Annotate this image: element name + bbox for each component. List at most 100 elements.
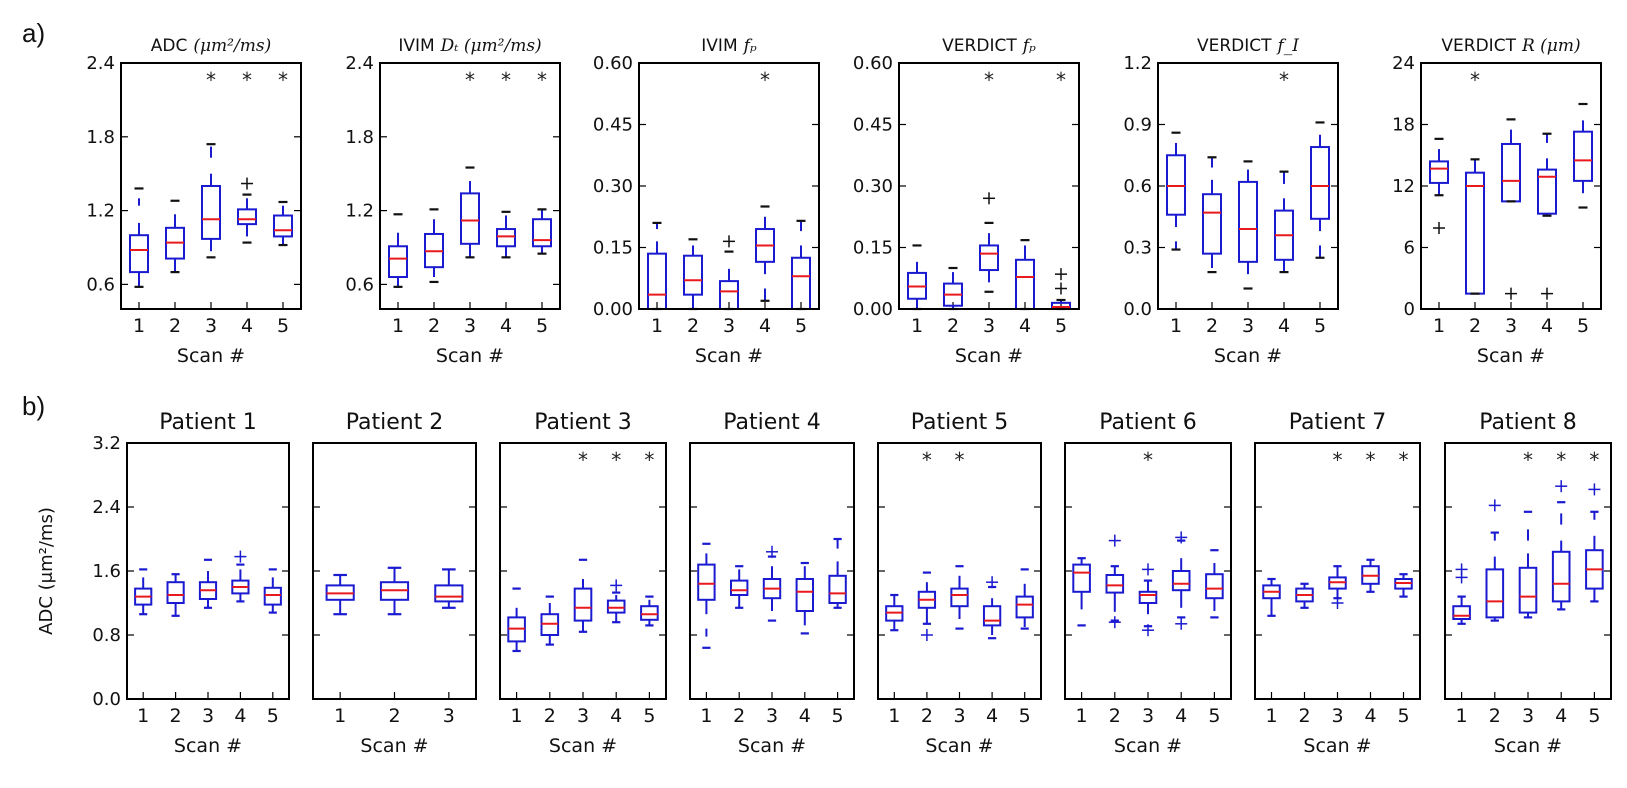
box-iqr — [388, 245, 408, 279]
x-tick-label: 3 — [577, 705, 589, 727]
x-tick-label: 4 — [1019, 315, 1031, 337]
axes-frame — [1254, 442, 1421, 700]
box-iqr — [1171, 570, 1191, 592]
box-group: * — [979, 68, 999, 293]
box-group — [647, 221, 667, 311]
box-group: * — [496, 68, 516, 259]
chart-a-ivim-fp: IVIM fₚ 0.00 0.15 0.30 0.45 0.60 1 2 3 4 5 Scan # * — [593, 36, 820, 367]
box-group — [379, 566, 410, 616]
x-tick-label: 1 — [334, 705, 346, 727]
y-tick-label: 2.4 — [92, 497, 121, 518]
x-tick-label: 1 — [700, 705, 712, 727]
box-group — [540, 595, 560, 646]
significance-marker: * — [1470, 68, 1480, 92]
x-tick-label: 1 — [1456, 705, 1468, 727]
box-iqr — [730, 579, 749, 596]
box-iqr — [496, 228, 516, 248]
box-group — [1171, 531, 1191, 630]
x-tick-label: 2 — [1469, 315, 1481, 337]
x-tick-label: 4 — [241, 315, 253, 337]
box-group: * — [1361, 448, 1380, 593]
box-iqr — [1465, 171, 1485, 295]
axes-frame — [379, 62, 561, 310]
x-tick-label: 4 — [799, 705, 811, 727]
x-tick-label: 5 — [1577, 315, 1589, 337]
box-group — [1310, 121, 1330, 259]
significance-marker: * — [760, 68, 770, 92]
x-tick-label: 5 — [536, 315, 548, 337]
x-axis-label: Scan # — [1494, 735, 1562, 757]
x-tick-label: 2 — [1489, 705, 1501, 727]
box-iqr — [166, 581, 185, 605]
x-tick-label: 2 — [921, 705, 933, 727]
significance-marker: * — [1143, 448, 1153, 472]
axes-frame — [120, 62, 302, 310]
chart-title-text: Patient 7 — [1289, 410, 1387, 435]
chart-b-p1: Patient 1 0.0 0.8 1.6 2.4 3.2 1 2 3 4 5 Scan # ADC (… — [36, 410, 290, 757]
y-axis-label: ADC (μm²/ms) — [36, 507, 57, 635]
x-tick-label: 2 — [947, 315, 959, 337]
box-iqr — [647, 252, 667, 310]
y-tick-label: 0.45 — [853, 115, 893, 136]
x-tick-label: 2 — [169, 315, 181, 337]
x-axis-label: Scan # — [436, 345, 504, 367]
x-tick-label: 1 — [1170, 315, 1182, 337]
x-tick-label: 3 — [983, 315, 995, 337]
y-tick-label: 12 — [1392, 176, 1415, 197]
box-iqr — [1518, 566, 1538, 614]
significance-marker: * — [1589, 448, 1599, 472]
y-tick-label: 2.4 — [345, 53, 374, 74]
y-tick-label: 1.8 — [345, 127, 374, 148]
x-tick-label: 4 — [1555, 705, 1567, 727]
x-tick-label: 2 — [1109, 705, 1121, 727]
box-group — [1105, 534, 1125, 629]
x-tick-label: 2 — [687, 315, 699, 337]
box-group: * — [1465, 68, 1485, 295]
y-tick-label: 0.8 — [92, 625, 121, 646]
chart-title: ADC (μm²/ms) — [151, 36, 271, 56]
box-iqr — [950, 587, 969, 608]
x-tick-label: 2 — [170, 705, 182, 727]
x-tick-label: 3 — [1331, 705, 1343, 727]
x-tick-label: 1 — [1265, 705, 1277, 727]
box-group: * — [755, 68, 775, 302]
box-group: * — [917, 448, 937, 641]
chart-title-text: IVIM — [398, 36, 434, 56]
x-axis-label: Scan # — [1114, 735, 1182, 757]
x-tick-label: 2 — [733, 705, 745, 727]
box-group — [1262, 577, 1281, 617]
box-iqr — [460, 192, 480, 245]
significance-marker: * — [955, 448, 965, 472]
y-tick-label: 1.8 — [86, 127, 115, 148]
box-iqr — [532, 218, 552, 248]
box-iqr — [573, 587, 593, 622]
y-tick-label: 2.4 — [86, 53, 115, 74]
significance-marker: * — [984, 68, 994, 92]
x-tick-label: 3 — [202, 705, 214, 727]
y-tick-label: 0 — [1404, 299, 1415, 320]
x-axis-label: Scan # — [1214, 345, 1282, 367]
box-group — [1015, 568, 1034, 630]
x-axis-label: Scan # — [360, 735, 428, 757]
x-tick-label: 5 — [795, 315, 807, 337]
x-tick-label: 3 — [723, 315, 735, 337]
y-tick-label: 1.2 — [86, 201, 115, 222]
x-tick-label: 1 — [137, 705, 149, 727]
box-group — [1072, 557, 1091, 627]
box-group — [129, 187, 149, 288]
box-group — [165, 199, 185, 274]
chart-title: Patient 1 — [159, 410, 257, 435]
box-iqr — [1238, 180, 1258, 263]
x-tick-label: 3 — [464, 315, 476, 337]
x-tick-label: 4 — [1175, 705, 1187, 727]
x-tick-label: 5 — [1019, 705, 1031, 727]
x-tick-label: 1 — [1076, 705, 1088, 727]
chart-title-text: Patient 6 — [1099, 410, 1197, 435]
significance-marker: * — [501, 68, 511, 92]
y-tick-label: 0.9 — [1123, 115, 1152, 136]
x-tick-label: 5 — [832, 705, 844, 727]
box-iqr — [791, 256, 811, 310]
x-axis-label: Scan # — [695, 345, 763, 367]
box-group — [1429, 137, 1449, 235]
x-tick-label: 4 — [986, 705, 998, 727]
